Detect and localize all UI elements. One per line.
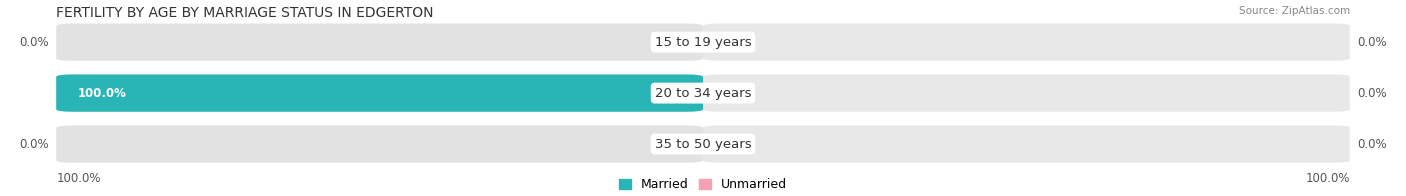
FancyBboxPatch shape — [56, 74, 703, 112]
Text: 100.0%: 100.0% — [56, 172, 101, 185]
FancyBboxPatch shape — [56, 24, 703, 61]
Legend: Married, Unmarried: Married, Unmarried — [613, 173, 793, 196]
Text: 0.0%: 0.0% — [1357, 36, 1386, 49]
Text: 0.0%: 0.0% — [1357, 87, 1386, 100]
FancyBboxPatch shape — [703, 125, 1350, 163]
Text: 100.0%: 100.0% — [77, 87, 127, 100]
Text: 0.0%: 0.0% — [1357, 138, 1386, 151]
Text: 15 to 19 years: 15 to 19 years — [655, 36, 751, 49]
FancyBboxPatch shape — [56, 74, 703, 112]
Text: 0.0%: 0.0% — [20, 36, 49, 49]
Text: 0.0%: 0.0% — [20, 138, 49, 151]
FancyBboxPatch shape — [703, 24, 1350, 61]
Text: 20 to 34 years: 20 to 34 years — [655, 87, 751, 100]
Text: FERTILITY BY AGE BY MARRIAGE STATUS IN EDGERTON: FERTILITY BY AGE BY MARRIAGE STATUS IN E… — [56, 6, 433, 20]
FancyBboxPatch shape — [56, 125, 703, 163]
FancyBboxPatch shape — [703, 74, 1350, 112]
Text: Source: ZipAtlas.com: Source: ZipAtlas.com — [1239, 6, 1350, 16]
Text: 35 to 50 years: 35 to 50 years — [655, 138, 751, 151]
Text: 100.0%: 100.0% — [1305, 172, 1350, 185]
